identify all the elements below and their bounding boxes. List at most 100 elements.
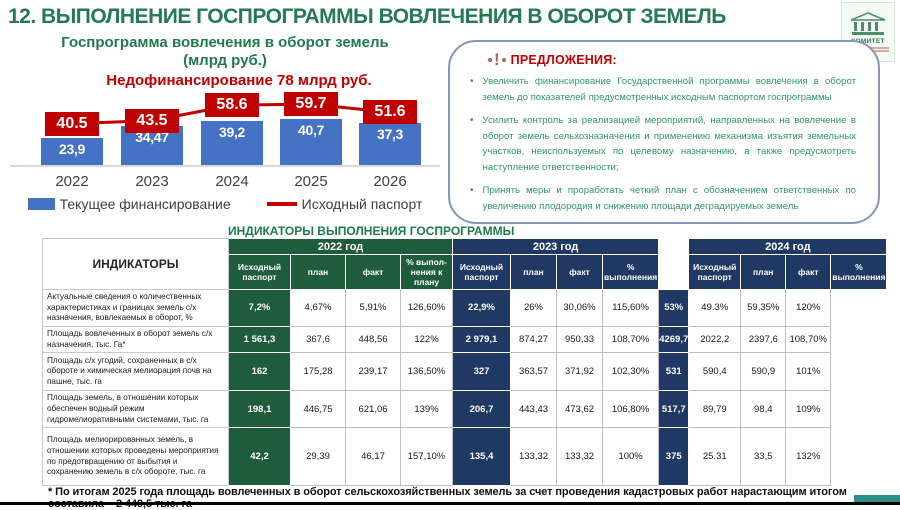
value-cell: 4269,7 [658, 325, 690, 354]
value-cell: 108,70% [785, 325, 832, 354]
col-header: факт [785, 254, 832, 290]
bottom-border-line [0, 502, 900, 505]
indicators-column-header: ИНДИКАТОРЫ [42, 238, 229, 290]
table-title: ИНДИКАТОРЫ ВЫПОЛНЕНИЯ ГОСПРОГРАММЫ [228, 224, 515, 238]
value-cell: 132% [785, 427, 832, 487]
value-cell: 327 [452, 352, 511, 392]
page-title: 12. ВЫПОЛНЕНИЕ ГОСПРОГРАММЫ ВОВЛЕЧЕНИЯ В… [8, 5, 726, 28]
logo-label: КОМИТЕТ [851, 38, 885, 45]
value-cell: 5,91% [345, 289, 401, 327]
value-cell: 22,9% [452, 289, 511, 327]
value-cell: 33,5 [740, 427, 787, 487]
chart-subtitle: (млрд руб.) [183, 52, 267, 69]
table-row: Площадь мелиорированных земель, в отноше… [42, 427, 887, 487]
value-cell: 136,50% [400, 352, 453, 392]
value-cell: 874,27 [510, 325, 557, 354]
passport-value-label: 58.6 [205, 93, 259, 118]
col-header: Исходный паспорт [228, 254, 291, 290]
passport-value-label: 59.7 [284, 92, 338, 117]
bar-value-label: 39,2 [218, 124, 246, 141]
legend-item-original-passport: Исходный паспорт [266, 196, 423, 212]
value-cell: 122% [400, 325, 453, 354]
x-axis-line [10, 165, 440, 167]
col-header: план [510, 254, 557, 290]
col-header: Исходный паспорт [688, 254, 742, 290]
x-axis-label: 2026 [373, 173, 407, 190]
proposals-heading: ! ПРЕДЛОЖЕНИЯ: [488, 51, 856, 68]
proposals-list: • Увеличить финансирование Государственно… [470, 74, 856, 214]
value-cell: 375 [658, 427, 690, 487]
value-cell: 106,80% [601, 390, 660, 429]
table-gap-column [658, 238, 689, 290]
legend-label: Исходный паспорт [301, 196, 423, 212]
value-cell: 446,75 [290, 390, 346, 429]
proposal-text: Принять меры и проработать четкий план с… [482, 185, 856, 212]
bar-2023: 34,47 [121, 126, 183, 165]
value-cell: 29,39 [290, 427, 346, 487]
value-cell: 363,57 [510, 352, 557, 392]
proposal-text: Увеличить финансирование Государственной… [482, 76, 856, 103]
bullet-dot: • [470, 76, 474, 87]
value-cell: 102,30% [601, 352, 660, 392]
underfunding-annotation: Недофинансирование 78 млрд руб. [106, 72, 372, 89]
col-header: план [290, 254, 346, 290]
indicator-cell: Площадь земель, в отношении которых обес… [42, 390, 229, 429]
value-cell: 2397,6 [740, 325, 787, 354]
subcolumn-header-row: Исходный паспорт план факт % выпол-нения… [43, 254, 888, 290]
teal-accent-bar [854, 495, 900, 503]
proposal-item: • Усилить контроль за реализацией меропри… [470, 113, 856, 175]
value-cell: 4,67% [290, 289, 346, 327]
col-header: план [740, 254, 787, 290]
footnote: * По итогам 2025 года площадь вовлеченны… [48, 486, 880, 510]
value-cell: 120% [785, 289, 832, 327]
value-cell: 1 561,3 [228, 325, 291, 354]
table-row: Актуальные сведения о количественных хар… [42, 289, 887, 327]
value-cell: 133,32 [556, 427, 603, 487]
bar-2025: 40,7 [280, 119, 342, 165]
chart-plot: 23,9 2022 34,47 2023 39,2 2024 40,7 2025 37,3 202… [10, 92, 440, 192]
indicator-cell: Площадь с/х угодий, сохраненных в с/х об… [42, 352, 229, 392]
x-axis-label: 2025 [294, 173, 328, 190]
col-header: % выпол-нения к плану [400, 254, 453, 290]
indicator-cell: Площадь мелиорированных земель, в отноше… [42, 427, 229, 487]
value-cell: 950,33 [556, 325, 603, 354]
line-series-swatch [266, 202, 297, 206]
value-cell: 26% [510, 289, 557, 327]
proposal-item: • Принять меры и проработать четкий план … [470, 183, 856, 214]
bar-2022: 23,9 [41, 138, 103, 165]
value-cell: 98,4 [740, 390, 787, 429]
value-cell: 7,2% [228, 289, 291, 327]
value-cell: 443,43 [510, 390, 557, 429]
x-axis-label: 2024 [215, 173, 249, 190]
bar-series-swatch [27, 198, 55, 210]
value-cell: 53% [658, 289, 690, 327]
value-cell: 135,4 [452, 427, 511, 487]
value-cell: 133,32 [510, 427, 557, 487]
value-cell: 115,60% [601, 289, 660, 327]
value-cell: 109% [785, 390, 832, 429]
value-cell: 49.3% [688, 289, 742, 327]
year-header-2022: 2022 год [228, 238, 453, 255]
chart-legend: Текущее финансирование Исходный паспорт [10, 196, 440, 212]
indicators-table: ИНДИКАТОРЫ 2022 год 2023 год 2024 год Ис… [42, 238, 888, 487]
value-cell: 239,17 [345, 352, 401, 392]
value-cell: 46,17 [345, 427, 401, 487]
table-row: Площадь вовлеченных в оборот земель с/х … [42, 325, 887, 354]
value-cell: 473,62 [556, 390, 603, 429]
value-cell: 101% [785, 352, 832, 392]
value-cell: 198,1 [228, 390, 291, 429]
bar-2026: 37,3 [359, 123, 421, 165]
value-cell: 25.31 [688, 427, 742, 487]
proposals-panel: ! ПРЕДЛОЖЕНИЯ: • Увеличить финансирование… [448, 40, 880, 224]
proposal-item: • Увеличить финансирование Государственно… [470, 74, 856, 105]
value-cell: 42,2 [228, 427, 291, 487]
col-header: % выполнения [830, 254, 888, 290]
col-header: факт [556, 254, 603, 290]
value-cell: 448,56 [345, 325, 401, 354]
bar-value-label: 40,7 [297, 122, 325, 139]
col-header: факт [345, 254, 401, 290]
value-cell: 175,28 [290, 352, 346, 392]
indicator-cell: Актуальные сведения о количественных хар… [42, 289, 229, 327]
proposal-text: Усилить контроль за реализацией мероприя… [482, 115, 856, 173]
indicator-cell: Площадь вовлеченных в оборот земель с/х … [42, 325, 229, 354]
